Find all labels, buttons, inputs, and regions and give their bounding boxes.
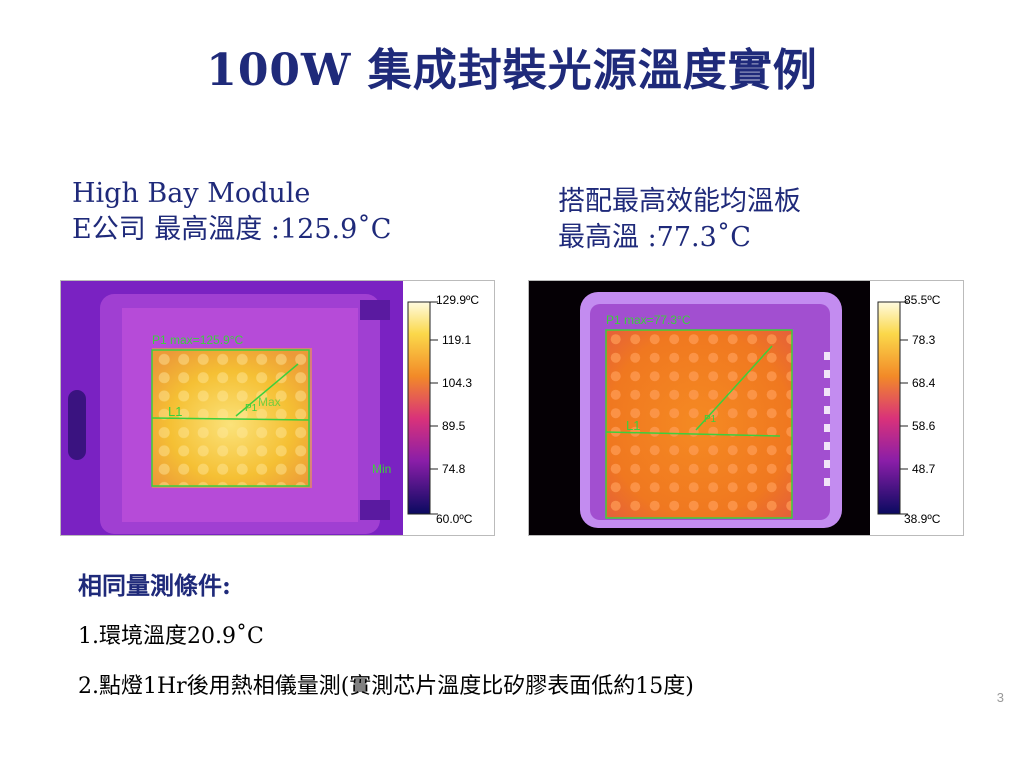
left-scale-tick-3: 89.5 — [442, 419, 466, 433]
right-point-label: P1 — [704, 414, 717, 425]
page-number: 3 — [996, 690, 1004, 705]
right-measure-box — [605, 329, 793, 519]
left-max-label: Max — [258, 395, 281, 409]
right-line-l1 — [605, 431, 781, 437]
right-line-label: L1 — [626, 418, 640, 433]
left-min-label: Min — [372, 462, 391, 476]
left-thermal-image: P1 max=125.9°C L1 P1 Max Min 129.9ºC 119… — [60, 280, 495, 536]
right-caption: 搭配最高效能均溫板 最高溫 :77.3˚C — [558, 184, 801, 256]
left-line-label: L1 — [168, 404, 182, 419]
left-diagonal-line — [235, 363, 299, 417]
right-side-pins — [824, 352, 830, 486]
left-corner-tab — [360, 500, 390, 520]
left-scale-tick-2: 104.3 — [442, 376, 472, 390]
left-caption-line1: High Bay Module — [72, 178, 311, 209]
left-color-scale — [407, 301, 431, 515]
left-scale-tick-5: 60.0ºC — [436, 512, 473, 526]
right-scale-tick-1: 78.3 — [912, 333, 936, 347]
right-scale-tick-0: 85.5ºC — [904, 293, 941, 307]
right-scale-ticks — [900, 301, 908, 515]
left-caption-line2: E公司 最高溫度 :125.9˚C — [72, 214, 392, 245]
right-scale-tick-2: 68.4 — [912, 376, 936, 390]
right-scale-tick-3: 58.6 — [912, 419, 936, 433]
left-image-border — [60, 280, 495, 536]
left-point-label: P1 — [245, 403, 258, 414]
left-scale-tick-4: 74.8 — [442, 462, 466, 476]
right-led-grid — [606, 330, 792, 518]
conditions-heading: 相同量測條件: — [78, 571, 231, 600]
right-diagonal-line — [695, 345, 773, 431]
left-mount-hole — [68, 390, 86, 460]
right-scale-tick-4: 48.7 — [912, 462, 936, 476]
left-scale-tick-0: 129.9ºC — [436, 293, 479, 307]
right-caption-line2: 最高溫 :77.3˚C — [558, 222, 751, 253]
condition-item-2: 2.點燈1Hr後用熱相儀量測(實測芯片溫度比矽膠表面低約15度) — [78, 674, 694, 699]
right-scale-tick-5: 38.9ºC — [904, 512, 941, 526]
right-image-border — [528, 280, 964, 536]
left-line-l1 — [151, 417, 310, 421]
left-overlay-label: P1 max=125.9°C — [152, 333, 244, 347]
right-thermal-image: P1 max=77.3°C L1 P1 85.5ºC 78.3 68.4 58.… — [528, 280, 964, 536]
right-caption-line1: 搭配最高效能均溫板 — [558, 186, 801, 217]
right-color-scale — [877, 301, 901, 515]
left-caption: High Bay Module E公司 最高溫度 :125.9˚C — [72, 176, 391, 248]
right-overlay-label: P1 max=77.3°C — [606, 313, 691, 327]
left-corner-tab — [360, 300, 390, 320]
left-scale-ticks — [430, 301, 438, 515]
condition-item-1: 1.環境溫度20.9˚C — [78, 624, 264, 649]
left-scale-tick-1: 119.1 — [442, 333, 471, 347]
slide-title: 100W 集成封裝光源溫度實例 — [206, 45, 818, 96]
